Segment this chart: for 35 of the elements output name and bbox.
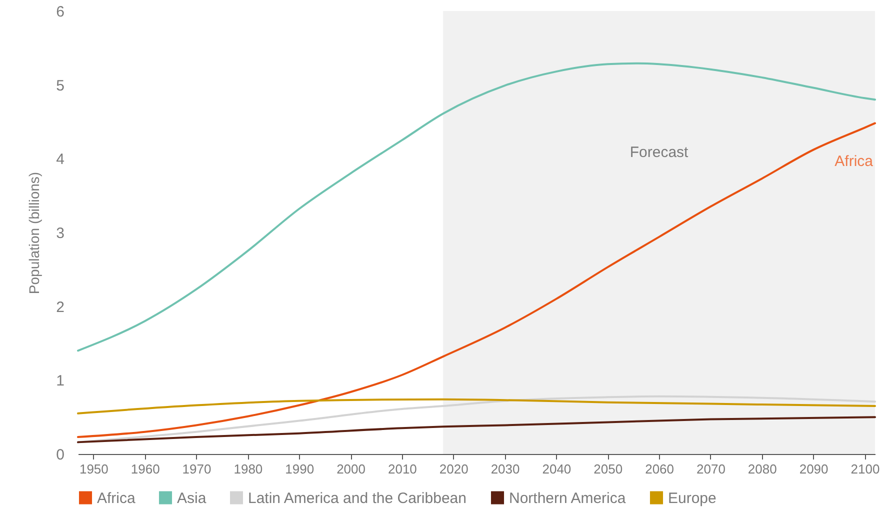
y-tick-label: 3: [56, 225, 64, 242]
y-tick-label: 5: [56, 77, 64, 94]
x-tick-label: 2020: [439, 462, 468, 476]
y-axis-title: Population (billions): [26, 172, 42, 294]
x-tick-label: 2010: [388, 462, 417, 476]
y-tick-label: 0: [56, 446, 64, 464]
legend-label: Asia: [177, 490, 207, 507]
band-label: Forecast: [630, 144, 690, 161]
line-series: [77, 398, 876, 414]
x-tick-label: 2060: [645, 462, 674, 476]
x-tick-label: 2030: [490, 462, 520, 476]
x-tick-label: 2100: [850, 462, 880, 476]
x-tick-label: 1950: [79, 462, 108, 476]
y-tick-label: 2: [56, 298, 64, 316]
y-tick-label: 4: [56, 151, 64, 168]
x-tick-label: 1960: [130, 462, 160, 476]
x-tick-label: 2000: [336, 462, 366, 476]
line-series: [77, 122, 876, 438]
y-tick-label: 6: [56, 4, 64, 20]
x-tick-label: 2070: [696, 462, 726, 476]
x-tick-label: 1990: [285, 462, 314, 476]
line-series: [77, 62, 876, 352]
y-tick-label: 1: [56, 372, 64, 390]
x-tick-label: 1970: [182, 462, 212, 476]
legend-label: Africa: [97, 490, 136, 507]
annotation: Africa: [834, 153, 874, 170]
x-tick-label: 1980: [234, 462, 263, 476]
line-series: [77, 416, 876, 444]
legend-label: Europe: [668, 490, 716, 507]
x-tick-label: 2080: [748, 462, 777, 476]
legend-label: Northern America: [509, 490, 626, 507]
x-tick-label: 2090: [799, 462, 828, 476]
x-tick-label: 2050: [594, 462, 623, 476]
legend-label: Latin America and the Caribbean: [248, 490, 466, 507]
x-tick-label: 2040: [542, 462, 572, 476]
